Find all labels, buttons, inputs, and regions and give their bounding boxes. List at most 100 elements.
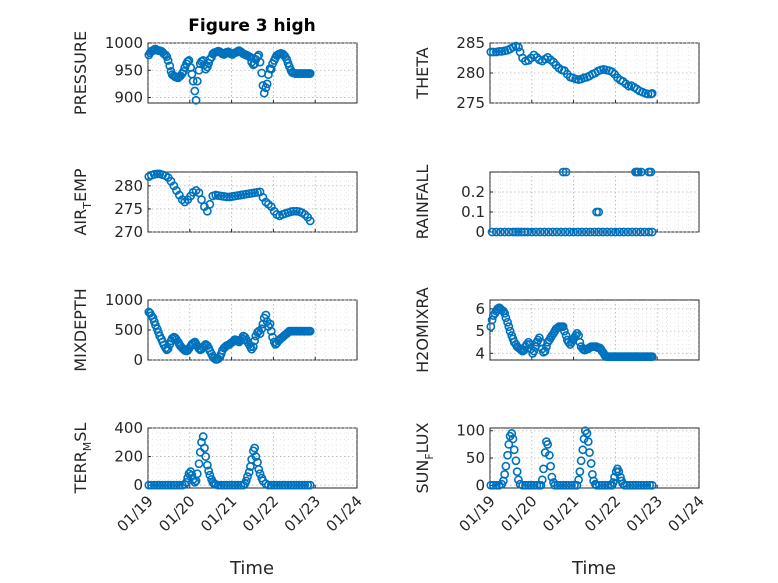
- data-point: [585, 448, 594, 457]
- data-point: [547, 472, 557, 482]
- data-point: [552, 227, 562, 237]
- data-point: [222, 192, 231, 202]
- data-point: [586, 459, 596, 468]
- data-point: [291, 480, 301, 490]
- data-point: [266, 64, 276, 74]
- data-point: [187, 470, 197, 480]
- data-point: [255, 329, 265, 338]
- axes-box-rainfall: [489, 171, 700, 233]
- data-point: [205, 199, 215, 209]
- x-axis-label-left: Time: [229, 558, 274, 579]
- data-point: [564, 337, 573, 347]
- data-point: [305, 326, 315, 336]
- data-point: [166, 480, 176, 490]
- data-point: [305, 480, 315, 490]
- y-tick-label: 275: [456, 94, 485, 112]
- data-point: [597, 480, 607, 490]
- data-point: [514, 227, 523, 237]
- data-point: [539, 464, 548, 474]
- subplot-theta: 275 280 285 THETA: [413, 34, 700, 112]
- data-point: [592, 480, 601, 490]
- data-point: [611, 227, 620, 237]
- data-point: [550, 480, 560, 490]
- data-point: [558, 322, 568, 332]
- data-point: [594, 227, 604, 237]
- data-point: [529, 346, 539, 356]
- data-point: [505, 326, 515, 336]
- data-point: [558, 167, 568, 177]
- data-point: [514, 475, 523, 485]
- data-point: [213, 480, 223, 490]
- data-point: [607, 67, 617, 77]
- x-tick-label: 01/21: [197, 492, 240, 535]
- data-point: [500, 227, 510, 237]
- data-point: [275, 480, 285, 490]
- y-tick-label: 1000: [105, 291, 143, 309]
- series-h2omixra: [486, 303, 657, 362]
- data-point: [305, 216, 315, 226]
- data-point: [585, 227, 595, 237]
- data-point: [243, 472, 252, 481]
- data-point: [201, 452, 211, 461]
- data-point: [165, 61, 175, 71]
- data-point: [504, 439, 514, 449]
- data-point: [582, 429, 592, 438]
- series-sun-flux: [486, 426, 657, 490]
- data-point: [501, 313, 511, 323]
- data-point: [262, 79, 272, 89]
- y-axis-label: TERRMSL: [71, 423, 94, 495]
- data-point: [266, 480, 276, 490]
- data-point: [514, 42, 523, 52]
- data-point: [263, 480, 273, 490]
- data-point: [255, 57, 265, 67]
- y-tick-label: 0: [133, 351, 143, 369]
- data-point: [488, 480, 498, 490]
- data-point: [300, 480, 310, 490]
- y-tick-label: 0: [133, 476, 143, 494]
- y-axis-label: MIXDEPTH: [71, 288, 90, 371]
- data-point: [523, 227, 533, 237]
- data-point: [202, 62, 212, 72]
- x-tick-label: 01/20: [155, 492, 198, 535]
- data-point: [594, 207, 604, 217]
- data-point: [602, 227, 612, 237]
- y-tick-label: 5: [475, 322, 485, 340]
- data-point: [289, 206, 298, 216]
- data-point: [250, 59, 259, 69]
- data-point: [631, 227, 641, 237]
- data-point: [546, 461, 556, 471]
- data-point: [163, 344, 173, 353]
- data-point: [534, 333, 544, 343]
- data-point: [508, 227, 518, 237]
- data-point: [581, 227, 591, 237]
- data-point: [205, 470, 215, 480]
- data-point: [507, 429, 517, 438]
- data-point: [647, 89, 657, 98]
- data-point: [539, 227, 549, 237]
- data-point: [503, 450, 512, 460]
- data-point: [575, 467, 585, 477]
- data-point: [179, 66, 188, 76]
- y-tick-label: 275: [114, 200, 143, 218]
- data-point: [496, 227, 505, 237]
- data-point: [598, 227, 608, 237]
- x-tick-label: 01/23: [281, 492, 324, 535]
- data-point: [190, 86, 200, 96]
- y-tick-label: 400: [114, 419, 143, 437]
- data-point: [172, 480, 181, 490]
- data-point: [198, 432, 208, 441]
- data-point: [192, 76, 202, 86]
- data-point: [289, 480, 298, 490]
- data-point: [558, 480, 568, 490]
- data-point: [200, 443, 209, 453]
- data-point: [619, 227, 629, 237]
- data-point: [177, 195, 187, 205]
- data-point: [261, 83, 271, 93]
- data-point: [259, 88, 269, 98]
- data-point: [646, 167, 656, 177]
- data-point: [192, 469, 202, 479]
- data-point: [556, 227, 566, 237]
